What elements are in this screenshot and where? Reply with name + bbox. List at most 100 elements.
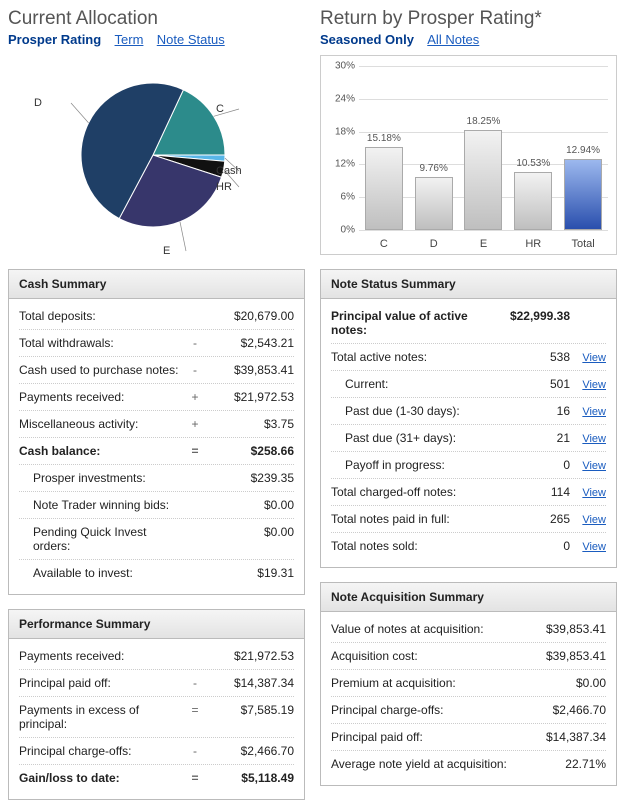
row-operator: - xyxy=(186,676,204,690)
cash-summary-body: Total deposits:$20,679.00Total withdrawa… xyxy=(9,299,304,594)
summary-row: Note Trader winning bids:$0.00 xyxy=(19,492,294,519)
row-link-cell: View xyxy=(570,404,606,418)
summary-row: Past due (1-30 days):16 View xyxy=(331,398,606,425)
summary-row: Value of notes at acquisition:$39,853.41 xyxy=(331,616,606,643)
cash-summary-header: Cash Summary xyxy=(9,270,304,299)
performance-summary-header: Performance Summary xyxy=(9,610,304,639)
summary-row: Pending Quick Invest orders:$0.00 xyxy=(19,519,294,560)
row-label: Available to invest: xyxy=(19,566,186,580)
view-link[interactable]: View xyxy=(582,352,606,364)
view-link[interactable]: View xyxy=(582,406,606,418)
row-link-cell: View xyxy=(570,458,606,472)
row-link-cell: View xyxy=(570,431,606,445)
row-value: 114 xyxy=(480,485,570,499)
row-operator: = xyxy=(186,703,204,717)
row-label: Payments received: xyxy=(19,649,186,663)
row-operator: - xyxy=(186,744,204,758)
row-value: $258.66 xyxy=(204,444,294,458)
row-label: Past due (31+ days): xyxy=(331,431,480,445)
row-value: $22,999.38 xyxy=(480,309,570,323)
allocation-title: Current Allocation xyxy=(8,8,305,30)
row-value: $19.31 xyxy=(204,566,294,580)
note-status-header: Note Status Summary xyxy=(321,270,616,299)
row-value: $39,853.41 xyxy=(516,649,606,663)
row-label: Gain/loss to date: xyxy=(19,771,186,785)
tab-term[interactable]: Term xyxy=(115,32,144,47)
summary-row: Principal paid off:-$14,387.34 xyxy=(19,670,294,697)
row-value: 16 xyxy=(480,404,570,418)
summary-row: Available to invest: $19.31 xyxy=(19,560,294,586)
view-link[interactable]: View xyxy=(582,433,606,445)
row-link-cell: View xyxy=(570,485,606,499)
summary-row: Principal charge-offs:-$2,466.70 xyxy=(19,738,294,765)
right-column: Return by Prosper Rating* Seasoned Only … xyxy=(320,8,617,800)
row-operator: = xyxy=(186,771,204,785)
bar-value: 18.25% xyxy=(467,116,501,127)
summary-row: Total withdrawals:-$2,543.21 xyxy=(19,330,294,357)
row-label: Past due (1-30 days): xyxy=(331,404,480,418)
view-link[interactable]: View xyxy=(582,460,606,472)
bar-ylabel: 30% xyxy=(321,61,355,72)
row-label: Total deposits: xyxy=(19,309,186,323)
row-label: Total notes sold: xyxy=(331,539,480,553)
row-value: $39,853.41 xyxy=(516,622,606,636)
summary-row: Principal charge-offs:$2,466.70 xyxy=(331,697,606,724)
row-value: 21 xyxy=(480,431,570,445)
performance-summary-body: Payments received: $21,972.53 Principal pa… xyxy=(9,639,304,799)
row-value: 501 xyxy=(480,377,570,391)
row-link-cell: View xyxy=(570,377,606,391)
bar-xlabel: E xyxy=(464,238,502,250)
pie-label-e: E xyxy=(163,245,170,257)
allocation-pie: CCashHRED xyxy=(8,55,298,255)
row-label: Payments in excess of principal: xyxy=(19,703,186,731)
row-operator: = xyxy=(186,444,204,458)
tab-all-notes[interactable]: All Notes xyxy=(427,32,479,47)
summary-row: Past due (31+ days):21 View xyxy=(331,425,606,452)
row-value: $3.75 xyxy=(204,417,294,431)
row-value: $2,543.21 xyxy=(204,336,294,350)
view-link[interactable]: View xyxy=(582,379,606,391)
view-link[interactable]: View xyxy=(582,541,606,553)
row-value: 0 xyxy=(480,458,570,472)
bar-xlabel: Total xyxy=(564,238,602,250)
bar-value: 10.53% xyxy=(516,158,550,169)
note-status-panel: Note Status Summary Principal value of a… xyxy=(320,269,617,568)
note-acquisition-header: Note Acquisition Summary xyxy=(321,583,616,612)
row-label: Total active notes: xyxy=(331,350,480,364)
row-value: $14,387.34 xyxy=(516,730,606,744)
cash-summary-panel: Cash Summary Total deposits:$20,679.00To… xyxy=(8,269,305,595)
bar-value: 9.76% xyxy=(420,163,448,174)
pie-label-hr: HR xyxy=(216,181,232,193)
bar-xlabel: HR xyxy=(514,238,552,250)
row-operator: + xyxy=(186,390,204,404)
row-label: Principal paid off: xyxy=(331,730,516,744)
row-label: Principal charge-offs: xyxy=(19,744,186,758)
summary-row: Payments received:+$21,972.53 xyxy=(19,384,294,411)
bar-total: 12.94% xyxy=(564,159,602,230)
row-label: Current: xyxy=(331,377,480,391)
row-label: Acquisition cost: xyxy=(331,649,516,663)
view-link[interactable]: View xyxy=(582,487,606,499)
row-value: $21,972.53 xyxy=(204,649,294,663)
summary-row: Prosper investments:$239.35 xyxy=(19,465,294,492)
tab-note-status[interactable]: Note Status xyxy=(157,32,225,47)
note-status-body: Principal value of active notes:$22,999.… xyxy=(321,299,616,567)
bar-ylabel: 0% xyxy=(321,225,355,236)
row-value: 265 xyxy=(480,512,570,526)
row-label: Payoff in progress: xyxy=(331,458,480,472)
bar-value: 12.94% xyxy=(566,145,600,156)
row-label: Value of notes at acquisition: xyxy=(331,622,516,636)
note-acquisition-body: Value of notes at acquisition:$39,853.41… xyxy=(321,612,616,785)
row-label: Prosper investments: xyxy=(19,471,186,485)
view-link[interactable]: View xyxy=(582,514,606,526)
row-link-cell: View xyxy=(570,350,606,364)
row-operator: - xyxy=(186,363,204,377)
bar-c: 15.18% xyxy=(365,147,403,230)
row-label: Cash used to purchase notes: xyxy=(19,363,186,377)
row-value: $2,466.70 xyxy=(204,744,294,758)
tab-prosper-rating[interactable]: Prosper Rating xyxy=(8,32,101,47)
bar-value: 15.18% xyxy=(367,133,401,144)
bar-ylabel: 6% xyxy=(321,192,355,203)
tab-seasoned-only[interactable]: Seasoned Only xyxy=(320,32,414,47)
row-label: Cash balance: xyxy=(19,444,186,458)
